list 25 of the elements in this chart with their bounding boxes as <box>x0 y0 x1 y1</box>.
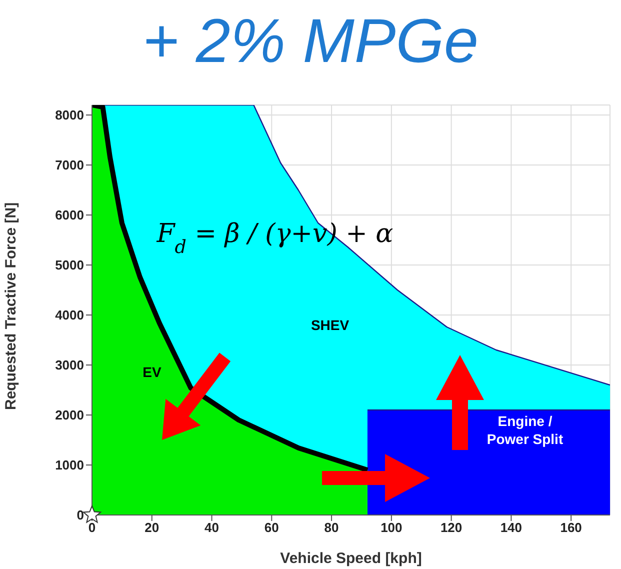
x-tick-label: 120 <box>440 520 462 536</box>
x-axis-title: Vehicle Speed [kph] <box>280 550 422 567</box>
y-tick-label: 1000 <box>55 458 84 473</box>
x-tick-label: 80 <box>324 520 339 536</box>
y-tick-label: 4000 <box>55 308 84 323</box>
y-axis-title: Requested Tractive Force [N] <box>2 202 20 410</box>
y-tick-label: 0 <box>76 508 84 523</box>
y-tick-label: 7000 <box>55 158 84 173</box>
annotation: SHEV <box>310 317 350 333</box>
y-tick-label: 3000 <box>55 358 84 373</box>
x-tick-label: 40 <box>204 520 220 536</box>
x-tick-label: 60 <box>264 520 279 536</box>
y-tick-label: 5000 <box>55 258 84 273</box>
annotation: F$_{d}$ = β / (γ+v) + α <box>156 219 394 258</box>
y-tick-label: 8000 <box>55 108 84 123</box>
x-tick-label: 0 <box>88 520 96 536</box>
annotation: EV <box>142 364 162 380</box>
x-tick-label: 140 <box>500 520 522 536</box>
x-tick-label: 20 <box>144 520 160 536</box>
x-tick-label: 160 <box>560 520 582 536</box>
annotation: Engine / Power Split <box>486 413 564 448</box>
chart-title: + 2% MPGe <box>142 6 480 78</box>
y-tick-label: 6000 <box>55 208 84 223</box>
x-tick-label: 100 <box>380 520 402 536</box>
y-tick-label: 2000 <box>55 408 84 423</box>
